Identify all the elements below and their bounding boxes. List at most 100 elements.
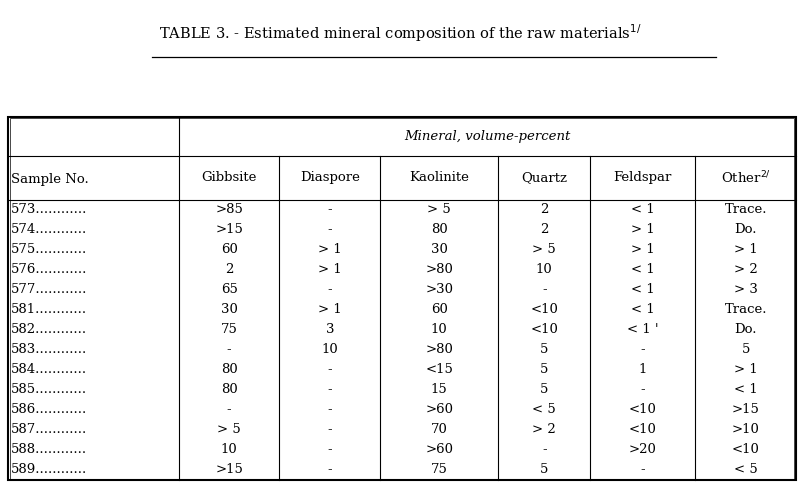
Text: >80: >80 xyxy=(426,343,453,356)
Text: -: - xyxy=(327,363,332,376)
Text: 60: 60 xyxy=(221,243,238,256)
Text: -: - xyxy=(327,283,332,296)
Text: 5: 5 xyxy=(540,383,549,396)
Text: 586............: 586............ xyxy=(11,403,87,416)
Text: < 5: < 5 xyxy=(734,463,758,476)
Text: <10: <10 xyxy=(530,303,558,316)
Text: 588............: 588............ xyxy=(11,443,87,456)
Text: >60: >60 xyxy=(426,403,454,416)
Text: >80: >80 xyxy=(426,263,453,276)
Text: 10: 10 xyxy=(322,343,338,356)
Text: 5: 5 xyxy=(540,463,549,476)
Text: 75: 75 xyxy=(430,463,448,476)
Text: 10: 10 xyxy=(431,323,447,336)
Text: 70: 70 xyxy=(430,423,448,436)
Text: Trace.: Trace. xyxy=(725,203,767,216)
Text: -: - xyxy=(327,403,332,416)
Text: -: - xyxy=(226,343,231,356)
Text: 60: 60 xyxy=(430,303,448,316)
Text: <15: <15 xyxy=(426,363,453,376)
Text: -: - xyxy=(327,203,332,216)
Text: Other$^{2/}$: Other$^{2/}$ xyxy=(721,169,770,186)
Text: 577............: 577............ xyxy=(11,283,87,296)
Text: < 1: < 1 xyxy=(631,203,654,216)
Text: Sample No.: Sample No. xyxy=(11,173,89,187)
Text: > 1: > 1 xyxy=(734,243,758,256)
Text: 585............: 585............ xyxy=(11,383,87,396)
Text: Quartz: Quartz xyxy=(522,171,567,184)
Text: <10: <10 xyxy=(629,423,657,436)
Text: -: - xyxy=(641,383,645,396)
Text: >85: >85 xyxy=(215,203,243,216)
Text: 30: 30 xyxy=(430,243,448,256)
Text: > 1: > 1 xyxy=(318,243,342,256)
Text: 2: 2 xyxy=(540,223,549,236)
Text: > 5: > 5 xyxy=(218,423,241,436)
Text: 582............: 582............ xyxy=(11,323,87,336)
Text: -: - xyxy=(226,403,231,416)
Text: Kaolinite: Kaolinite xyxy=(410,171,469,184)
Text: 2: 2 xyxy=(540,203,549,216)
Text: Mineral, volume-percent: Mineral, volume-percent xyxy=(404,130,570,143)
Text: 587............: 587............ xyxy=(11,423,87,436)
Text: >60: >60 xyxy=(426,443,454,456)
Text: 30: 30 xyxy=(221,303,238,316)
Text: 75: 75 xyxy=(221,323,238,336)
Text: > 2: > 2 xyxy=(734,263,758,276)
Text: 80: 80 xyxy=(221,363,238,376)
Text: Gibbsite: Gibbsite xyxy=(202,171,257,184)
Text: -: - xyxy=(327,443,332,456)
Text: 5: 5 xyxy=(742,343,750,356)
Text: 65: 65 xyxy=(221,283,238,296)
Text: < 5: < 5 xyxy=(533,403,556,416)
Text: >15: >15 xyxy=(732,403,759,416)
Text: 1: 1 xyxy=(638,363,647,376)
Text: 5: 5 xyxy=(540,343,549,356)
Text: Feldspar: Feldspar xyxy=(614,171,672,184)
Text: -: - xyxy=(542,443,546,456)
Text: 5: 5 xyxy=(540,363,549,376)
Text: 80: 80 xyxy=(431,223,447,236)
Text: >15: >15 xyxy=(215,223,243,236)
Text: 10: 10 xyxy=(536,263,553,276)
Text: 583............: 583............ xyxy=(11,343,87,356)
Bar xyxy=(10,117,794,479)
Bar xyxy=(8,117,796,480)
Text: > 5: > 5 xyxy=(427,203,451,216)
Text: -: - xyxy=(327,383,332,396)
Text: < 1: < 1 xyxy=(631,263,654,276)
Text: 3: 3 xyxy=(326,323,334,336)
Text: < 1: < 1 xyxy=(631,283,654,296)
Text: > 1: > 1 xyxy=(631,243,654,256)
Text: -: - xyxy=(641,463,645,476)
Text: 575............: 575............ xyxy=(11,243,87,256)
Text: Do.: Do. xyxy=(734,223,757,236)
Text: Trace.: Trace. xyxy=(725,303,767,316)
Text: TABLE 3. - Estimated mineral composition of the raw materials$^{1/}$: TABLE 3. - Estimated mineral composition… xyxy=(158,22,642,44)
Text: <10: <10 xyxy=(629,403,657,416)
Text: -: - xyxy=(641,343,645,356)
Text: > 1: > 1 xyxy=(318,303,342,316)
Text: 581............: 581............ xyxy=(11,303,87,316)
Text: > 2: > 2 xyxy=(533,423,556,436)
Text: < 1: < 1 xyxy=(734,383,758,396)
Text: <10: <10 xyxy=(530,323,558,336)
Text: 576............: 576............ xyxy=(11,263,87,276)
Text: -: - xyxy=(327,463,332,476)
Text: > 5: > 5 xyxy=(533,243,556,256)
Text: >30: >30 xyxy=(426,283,454,296)
Text: 589............: 589............ xyxy=(11,463,87,476)
Text: < 1: < 1 xyxy=(631,303,654,316)
Text: Do.: Do. xyxy=(734,323,757,336)
Text: > 1: > 1 xyxy=(631,223,654,236)
Text: < 1 ': < 1 ' xyxy=(627,323,658,336)
Text: 80: 80 xyxy=(221,383,238,396)
Text: -: - xyxy=(327,223,332,236)
Text: > 3: > 3 xyxy=(734,283,758,296)
Text: 10: 10 xyxy=(221,443,238,456)
Text: >10: >10 xyxy=(732,423,759,436)
Text: 15: 15 xyxy=(431,383,447,396)
Text: 574............: 574............ xyxy=(11,223,87,236)
Text: >15: >15 xyxy=(215,463,243,476)
Text: 2: 2 xyxy=(225,263,234,276)
